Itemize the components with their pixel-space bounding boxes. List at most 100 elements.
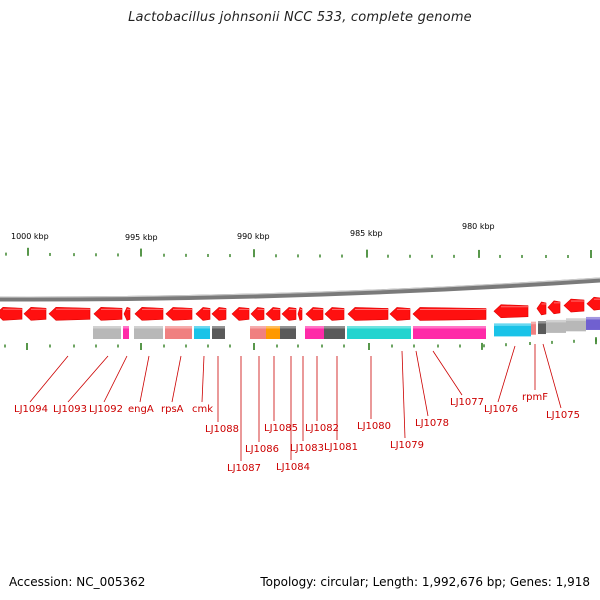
label-leader — [415, 350, 429, 417]
gene-arrow — [250, 307, 265, 321]
cog-block — [531, 321, 536, 335]
gene-arrow — [536, 301, 547, 316]
cog-shine — [347, 326, 389, 329]
cog-block — [389, 326, 411, 339]
cog-shine — [586, 316, 600, 320]
label-leaders — [29, 343, 562, 461]
gene-label: LJ1075 — [546, 410, 580, 421]
gene-label: rpmF — [522, 392, 548, 403]
gene-arrow — [231, 307, 250, 321]
scale-label: 1000 kbp — [11, 232, 49, 241]
gene-arrow — [281, 307, 297, 321]
cog-shine — [194, 326, 210, 329]
gene-arrow — [324, 307, 345, 321]
gene-arrow — [347, 307, 389, 321]
gene-label: LJ1080 — [357, 421, 391, 432]
gene-label: LJ1094 — [14, 404, 48, 415]
gene-arrow — [412, 307, 487, 321]
gene-label: LJ1088 — [205, 424, 239, 435]
gene-arrow — [0, 306, 23, 321]
gene-label: LJ1076 — [484, 404, 518, 415]
gene-arrow — [134, 307, 164, 321]
gene-label: LJ1082 — [305, 423, 339, 434]
cog-block — [494, 323, 531, 337]
cog-block — [546, 319, 566, 333]
cog-shine — [165, 326, 192, 329]
scale-label: 980 kbp — [462, 222, 495, 231]
cog-block — [194, 326, 210, 339]
label-leader — [29, 355, 69, 403]
label-leader — [497, 345, 516, 403]
cog-shine — [546, 319, 566, 323]
cog-block — [347, 326, 389, 339]
gene-arrow — [547, 300, 561, 315]
gene-label: LJ1078 — [415, 418, 449, 429]
cog-block — [212, 326, 225, 339]
gene-label: LJ1087 — [227, 463, 261, 474]
gene-arrow — [23, 306, 47, 321]
gene-arrow — [305, 307, 324, 321]
label-leader — [67, 355, 109, 403]
cog-shine — [389, 326, 411, 329]
label-leader — [201, 355, 205, 403]
gene-arrow — [297, 307, 303, 321]
genome-backbone — [0, 277, 600, 302]
gene-label: LJ1092 — [89, 404, 123, 415]
cog-block — [123, 326, 129, 339]
gene-arrow — [165, 307, 193, 321]
cog-shine — [250, 326, 266, 329]
cog-block — [280, 326, 296, 339]
cog-shine — [494, 323, 531, 326]
gene-label: LJ1086 — [245, 444, 279, 455]
gene-label: cmk — [192, 404, 213, 415]
gene-label: LJ1083 — [290, 443, 324, 454]
cog-block — [305, 326, 324, 339]
cog-shine — [531, 321, 536, 325]
gene-arrow — [586, 296, 600, 311]
gene-arrow — [265, 307, 281, 321]
cog-block — [266, 326, 280, 339]
gene-arrow — [493, 304, 529, 319]
inner-ticks — [4, 337, 597, 350]
gene-label: LJ1085 — [264, 423, 298, 434]
label-leader — [542, 343, 562, 409]
cog-block — [324, 326, 345, 339]
cog-shine — [93, 326, 121, 329]
cog-shine — [123, 326, 129, 329]
cog-block — [165, 326, 192, 339]
gene-arrow — [211, 307, 227, 321]
cog-shine — [413, 326, 486, 329]
backbone-line — [0, 277, 600, 302]
scale-labels: 1000 kbp 995 kbp 990 kbp 985 kbp 980 kbp — [11, 222, 495, 242]
gene-labels: LJ1094 LJ1093 LJ1092 engA rpsA cmk LJ1088 LJ108… — [14, 392, 580, 474]
cog-shine — [134, 326, 163, 329]
gene-arrow — [563, 298, 585, 313]
cog-shine — [538, 321, 546, 324]
gene-arrow — [389, 307, 411, 321]
cog-shine — [324, 326, 345, 329]
gene-arrow — [195, 307, 211, 321]
gene-label: LJ1084 — [276, 462, 310, 473]
cog-block — [93, 326, 121, 339]
label-leader — [103, 355, 128, 403]
scale-label: 990 kbp — [237, 232, 270, 241]
gene-label: LJ1079 — [390, 440, 424, 451]
cog-block — [538, 321, 546, 335]
summary-text: Topology: circular; Length: 1,992,676 bp… — [260, 575, 590, 589]
cog-shine — [212, 326, 225, 329]
label-leader — [139, 355, 150, 403]
cog-block — [250, 326, 266, 339]
cog-block — [566, 318, 586, 332]
gene-arrow — [123, 306, 131, 321]
gene-arrow — [93, 307, 123, 321]
gene-label: rpsA — [161, 404, 184, 415]
gene-label: engA — [128, 404, 154, 415]
label-leader — [171, 355, 182, 403]
cog-shine — [305, 326, 324, 329]
label-leader — [401, 350, 406, 439]
cog-shine — [566, 318, 586, 321]
cog-track — [93, 316, 600, 339]
cog-block — [413, 326, 486, 339]
cog-shine — [280, 326, 296, 329]
